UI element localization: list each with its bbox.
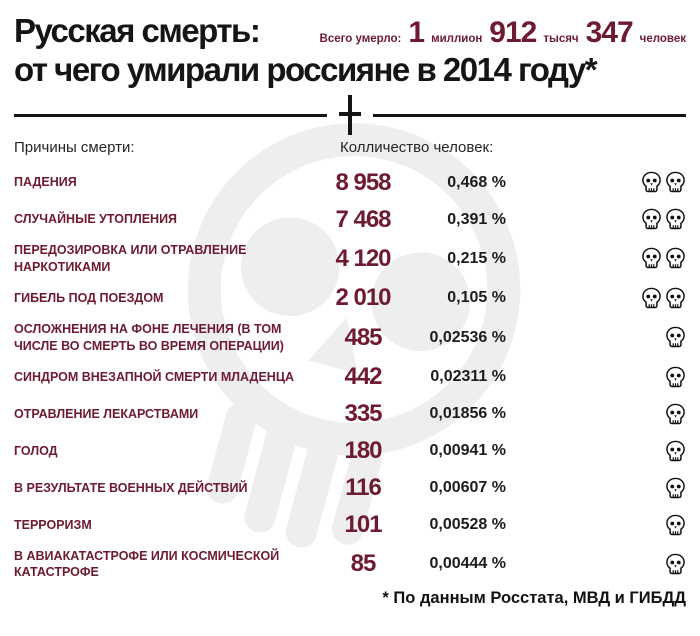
cause-label: ГОЛОД (14, 443, 58, 458)
death-count: 7 468 (335, 205, 391, 233)
table-row: ГИБЕЛЬ ПОД ПОЕЗДОМ 2 010 0,105 % (14, 284, 686, 313)
table-row: ОСЛОЖНЕНИЯ НА ФОНЕ ЛЕЧЕНИЯ (В ТОМ ЧИСЛЕ … (14, 321, 686, 355)
death-percent: 0,105 % (447, 289, 506, 307)
cause-label: ОСЛОЖНЕНИЯ НА ФОНЕ ЛЕЧЕНИЯ (В ТОМ ЧИСЛЕ … (14, 321, 284, 353)
cause-label: СИНДРОМ ВНЕЗАПНОЙ СМЕРТИ МЛАДЕНЦА (14, 369, 294, 384)
skull-icons (506, 403, 686, 426)
death-count: 485 (344, 323, 382, 351)
total-thousands-value: 912 (489, 16, 537, 49)
death-percent: 0,02311 % (430, 368, 506, 385)
skull-icon (642, 171, 661, 193)
table-rows: ПАДЕНИЯ 8 958 0,468 % СЛУЧАЙНЫЕ УТОПЛЕНИЯ 7… (14, 168, 686, 581)
table-row: СИНДРОМ ВНЕЗАПНОЙ СМЕРТИ МЛАДЕНЦА 442 0,02… (14, 363, 686, 392)
header-line1: Русская смерть: Всего умерло: 1 миллион … (14, 12, 686, 50)
skull-icon (666, 477, 685, 498)
table-row: ГОЛОД 180 0,00941 % (14, 437, 686, 466)
total-hundreds-unit: человек (639, 33, 686, 45)
divider (14, 95, 686, 135)
causes-column-header: Причины смерти: (14, 139, 135, 156)
cross-icon (339, 95, 361, 135)
skull-watermark (187, 123, 521, 548)
skull-icons (506, 326, 686, 349)
table-row: ТЕРРОРИЗМ 101 0,00528 % (14, 511, 686, 540)
divider-line-left (14, 113, 327, 117)
table-row: В АВИАКАТАСТРОФЕ ИЛИ КОСМИЧЕСКОЙ КАТАСТР… (14, 548, 686, 582)
death-count: 335 (344, 400, 382, 427)
death-count: 442 (344, 363, 382, 390)
skull-icons (506, 208, 686, 231)
table-row: ПЕРЕДОЗИРОВКА ИЛИ ОТРАВЛЕНИЕ НАРКОТИКАМИ… (14, 242, 686, 276)
cause-label: ОТРАВЛЕНИЕ ЛЕКАРСТВАМИ (14, 406, 199, 421)
page-title: Русская смерть: (14, 12, 261, 49)
skull-icon (666, 403, 685, 424)
skull-icon (666, 287, 685, 309)
cause-label: В РЕЗУЛЬТАТЕ ВОЕННЫХ ДЕЙСТВИЙ (14, 480, 248, 495)
content: Русская смерть: Всего умерло: 1 миллион … (0, 0, 700, 608)
skull-icons (506, 366, 686, 389)
total-label: Всего умерло: (319, 33, 402, 45)
table-row: ОТРАВЛЕНИЕ ЛЕКАРСТВАМИ 335 0,01856 % (14, 400, 686, 429)
cause-label: ГИБЕЛЬ ПОД ПОЕЗДОМ (14, 290, 164, 305)
skull-icons (506, 287, 686, 310)
count-column-header: Колличество человек: (340, 139, 494, 156)
skull-icon (666, 366, 685, 387)
death-count: 4 120 (335, 244, 391, 272)
skull-icons (506, 247, 686, 270)
skull-icon (642, 287, 661, 309)
cause-label: ПАДЕНИЯ (14, 175, 77, 190)
skull-icon (642, 248, 661, 269)
death-count: 101 (344, 511, 382, 538)
death-percent: 0,00444 % (429, 555, 506, 573)
skull-icon (666, 171, 685, 193)
skull-icon (666, 553, 685, 575)
table-row: ПАДЕНИЯ 8 958 0,468 % (14, 168, 686, 197)
death-count: 180 (344, 437, 382, 464)
skull-icons (506, 553, 686, 576)
skull-icon (642, 208, 661, 230)
total-millions-value: 1 (408, 16, 425, 49)
skull-icons (506, 171, 686, 194)
divider-line-right (373, 113, 686, 117)
skull-icons (506, 440, 686, 463)
skull-icon (666, 440, 685, 461)
table-row: СЛУЧАЙНЫЕ УТОПЛЕНИЯ 7 468 0,391 % (14, 205, 686, 234)
infographic-page: Русская смерть: Всего умерло: 1 миллион … (0, 0, 700, 609)
death-count: 8 958 (335, 168, 391, 196)
skull-icons (506, 477, 686, 500)
death-percent: 0,215 % (447, 249, 506, 267)
total-deaths: Всего умерло: 1 миллион 912 тысяч 347 че… (320, 16, 686, 50)
total-hundreds-value: 347 (585, 16, 634, 49)
skull-icon (666, 248, 685, 269)
skull-icons (506, 514, 686, 537)
total-millions-unit: миллион (431, 33, 483, 45)
death-percent: 0,00607 % (429, 479, 506, 496)
death-count: 2 010 (335, 284, 391, 312)
death-percent: 0,00528 % (429, 516, 506, 533)
death-percent: 0,391 % (447, 210, 506, 228)
death-percent: 0,02536 % (429, 328, 506, 346)
death-percent: 0,468 % (447, 173, 506, 191)
table-row: В РЕЗУЛЬТАТЕ ВОЕННЫХ ДЕЙСТВИЙ 116 0,00607 … (14, 474, 686, 503)
page-subtitle: от чего умирали россияне в 2014 году* (14, 51, 598, 88)
cause-label: ПЕРЕДОЗИРОВКА ИЛИ ОТРАВЛЕНИЕ НАРКОТИКАМИ (14, 243, 247, 274)
cause-label: ТЕРРОРИЗМ (14, 517, 92, 532)
death-percent: 0,01856 % (429, 405, 506, 422)
skull-icon (666, 514, 685, 535)
death-count: 116 (345, 474, 382, 501)
skull-icon (666, 326, 685, 348)
skull-icon (666, 208, 685, 230)
table-header: Причины смерти: Колличество человек: (14, 139, 686, 156)
cause-label: В АВИАКАТАСТРОФЕ ИЛИ КОСМИЧЕСКОЙ КАТАСТР… (14, 548, 280, 580)
cause-label: СЛУЧАЙНЫЕ УТОПЛЕНИЯ (14, 212, 178, 227)
death-percent: 0,00941 % (429, 442, 506, 459)
death-count: 85 (350, 550, 377, 578)
source-note: * По данным Росстата, МВД и ГИБДД (382, 589, 686, 608)
total-thousands-unit: тысяч (543, 33, 579, 45)
